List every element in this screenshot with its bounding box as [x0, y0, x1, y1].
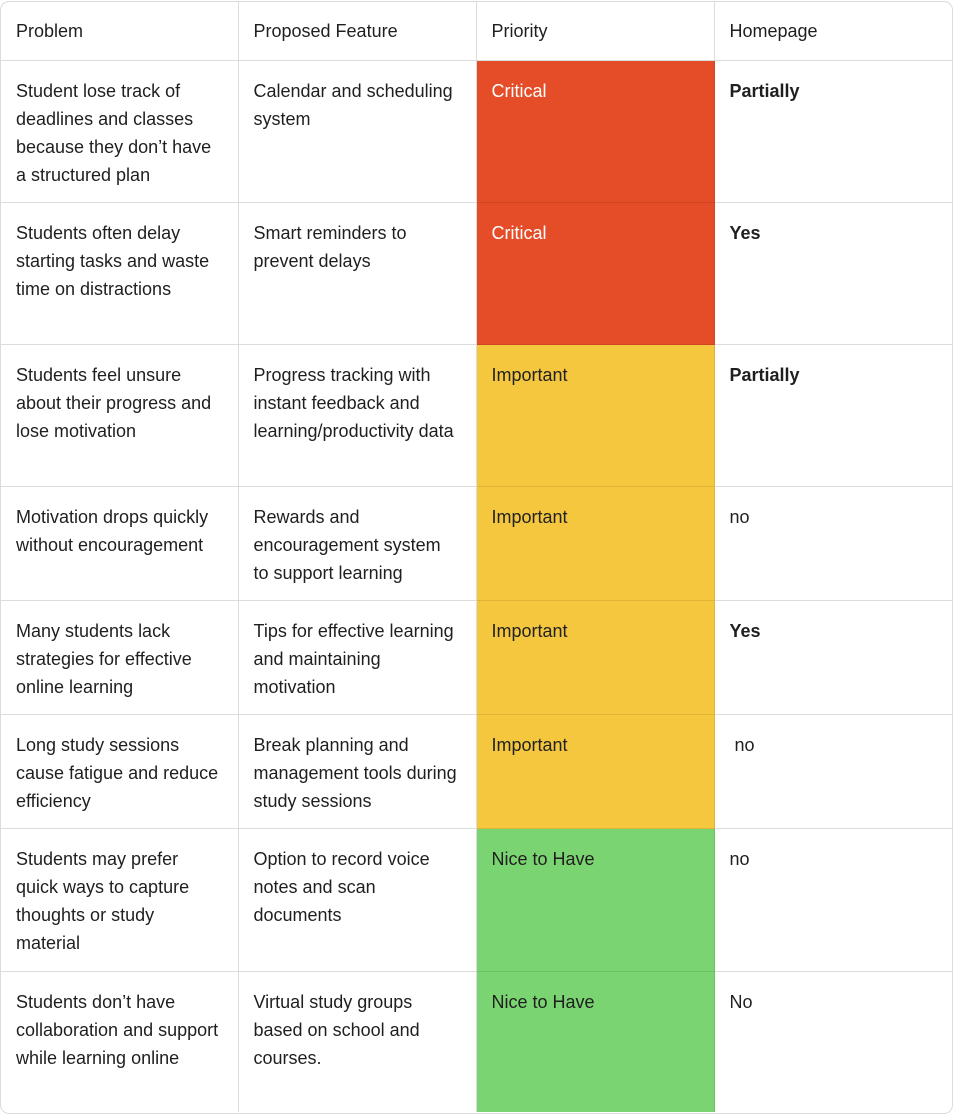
homepage-cell: Partially [714, 344, 952, 487]
feature-cell: Break planning and management tools duri… [238, 714, 477, 829]
homepage-cell: Partially [714, 60, 952, 203]
table-header-row: Problem Proposed Feature Priority Homepa… [1, 2, 952, 61]
priority-cell: Critical [476, 202, 715, 345]
header-proposed-feature: Proposed Feature [238, 2, 477, 61]
homepage-cell: no [714, 828, 952, 972]
feature-cell: Rewards and encouragement system to supp… [238, 486, 477, 601]
table-row: Long study sessions cause fatigue and re… [1, 714, 952, 829]
homepage-cell: Yes [714, 600, 952, 715]
priority-cell: Nice to Have [476, 971, 715, 1112]
priority-cell: Critical [476, 60, 715, 203]
problem-cell: Students may prefer quick ways to captur… [1, 828, 239, 972]
homepage-cell: no [714, 714, 952, 829]
homepage-cell: Yes [714, 202, 952, 345]
feature-cell: Progress tracking with instant feedback … [238, 344, 477, 487]
table-row: Student lose track of deadlines and clas… [1, 60, 952, 203]
feature-cell: Calendar and scheduling system [238, 60, 477, 203]
problem-cell: Students feel unsure about their progres… [1, 344, 239, 487]
problem-cell: Motivation drops quickly without encoura… [1, 486, 239, 601]
feature-cell: Smart reminders to prevent delays [238, 202, 477, 345]
problem-cell: Students don’t have collaboration and su… [1, 971, 239, 1112]
homepage-cell: No [729, 991, 753, 1012]
header-problem: Problem [1, 2, 239, 61]
feature-cell: Option to record voice notes and scan do… [238, 828, 477, 972]
problem-cell: Students often delay starting tasks and … [1, 202, 239, 345]
table-row: Students feel unsure about their progres… [1, 344, 952, 487]
header-priority: Priority [476, 2, 715, 61]
feature-cell: Tips for effective learning and maintain… [238, 600, 477, 715]
priority-cell: Important [476, 486, 715, 601]
problem-cell: Long study sessions cause fatigue and re… [1, 714, 239, 829]
problem-cell: Many students lack strategies for effect… [1, 600, 239, 715]
header-homepage: Homepage [714, 2, 952, 61]
priority-cell: Important [476, 344, 715, 487]
priority-cell: Nice to Have [476, 828, 715, 972]
table-row: Motivation drops quickly without encoura… [1, 486, 952, 601]
table-row: Students may prefer quick ways to captur… [1, 828, 952, 972]
homepage-cell: no [714, 486, 952, 601]
problem-cell: Student lose track of deadlines and clas… [1, 60, 239, 203]
feature-cell: Virtual study groups based on school and… [238, 971, 477, 1112]
table-row: Students often delay starting tasks and … [1, 202, 952, 345]
table-row: Many students lack strategies for effect… [1, 600, 952, 715]
priority-cell: Important [476, 600, 715, 715]
priority-cell: Important [476, 714, 715, 829]
table-row: Students don’t have collaboration and su… [1, 971, 952, 1112]
